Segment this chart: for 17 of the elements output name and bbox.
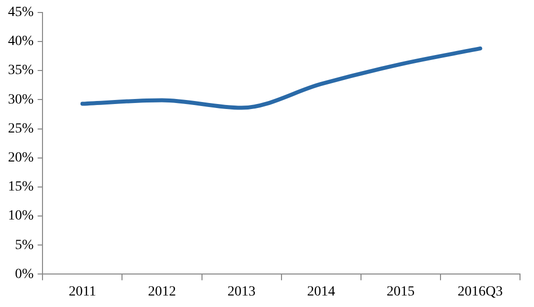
y-tick-label: 20% [8,150,34,166]
x-tick-label: 2011 [68,284,96,300]
x-tick-label: 2013 [228,284,256,300]
x-tick-label: 2016Q3 [458,284,503,300]
line-series [80,46,482,110]
y-tick-label: 10% [8,208,34,224]
y-tick-label: 45% [8,5,34,20]
y-tick-label: 5% [14,238,34,253]
x-tick-label: 2014 [307,284,336,300]
y-tick-label: 40% [8,34,34,50]
y-tick-label: 30% [8,92,34,108]
y-tick-label: 25% [8,121,34,136]
y-tick-label: 15% [8,180,34,195]
y-tick-label: 35% [8,63,34,78]
x-tick-label: 2015 [386,284,415,300]
x-tick-label: 2012 [148,284,176,300]
y-tick-label: 0% [14,266,34,282]
